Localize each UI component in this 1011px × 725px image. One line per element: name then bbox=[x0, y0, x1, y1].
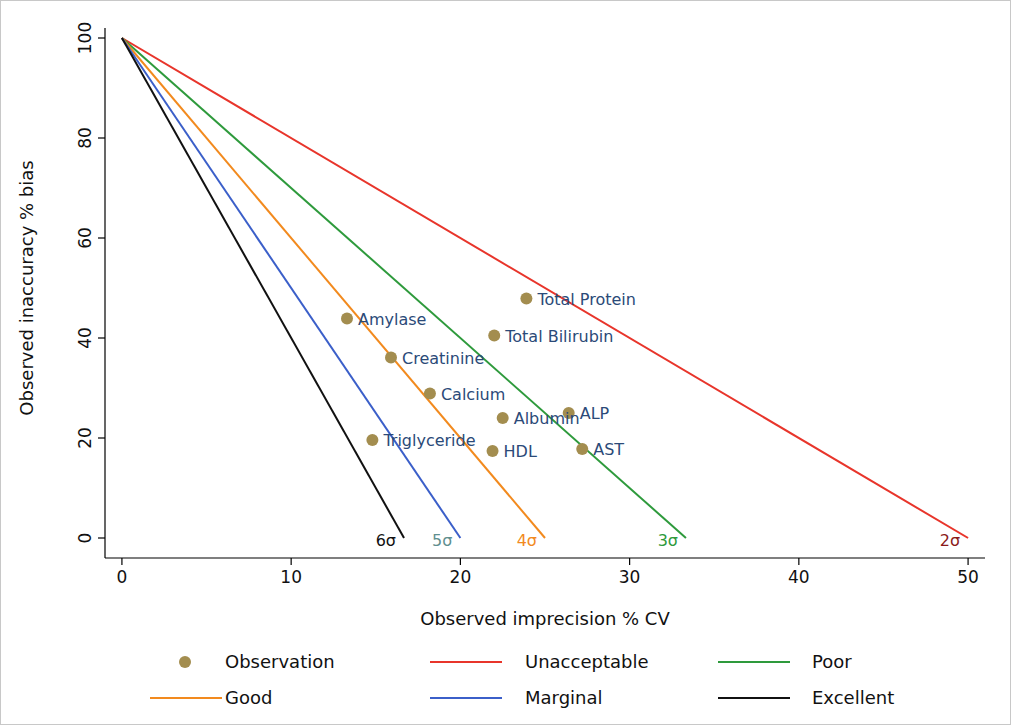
point-label: HDL bbox=[504, 442, 537, 461]
y-axis bbox=[104, 28, 105, 558]
sigma-line bbox=[122, 38, 968, 538]
x-tick-label: 0 bbox=[117, 567, 128, 587]
observation-point bbox=[576, 443, 588, 455]
y-tick-label: 20 bbox=[75, 427, 95, 449]
sigma-label: 5σ bbox=[432, 531, 452, 550]
x-axis-title: Observed imprecision % CV bbox=[420, 608, 670, 629]
sigma-label: 3σ bbox=[658, 531, 678, 550]
observation-point bbox=[488, 330, 500, 342]
sigma-line bbox=[122, 38, 686, 538]
legend-label: Marginal bbox=[525, 687, 603, 708]
legend-line bbox=[150, 697, 222, 699]
observation-point bbox=[385, 352, 397, 364]
y-tick bbox=[98, 237, 105, 238]
sigma-label: 6σ bbox=[376, 531, 396, 550]
legend-line bbox=[718, 697, 790, 699]
y-tick bbox=[98, 437, 105, 438]
observation-point bbox=[424, 388, 436, 400]
legend-label: Good bbox=[225, 687, 272, 708]
sigma-label: 4σ bbox=[517, 531, 537, 550]
y-tick-label: 60 bbox=[75, 227, 95, 249]
point-label: Albumin bbox=[514, 409, 580, 428]
y-tick-label: 80 bbox=[75, 127, 95, 149]
x-tick-label: 10 bbox=[280, 567, 302, 587]
y-axis-title: Observed inaccuracy % bias bbox=[16, 160, 37, 415]
observation-point bbox=[366, 434, 378, 446]
legend: Observation Unacceptable Poor Good Marginal E… bbox=[150, 651, 894, 708]
x-tick bbox=[629, 558, 630, 565]
x-tick bbox=[460, 558, 461, 565]
y-tick bbox=[98, 337, 105, 338]
point-label: Triglyceride bbox=[382, 431, 475, 450]
x-tick-label: 20 bbox=[450, 567, 472, 587]
x-tick bbox=[798, 558, 799, 565]
legend-line bbox=[430, 661, 502, 663]
x-tick-label: 30 bbox=[619, 567, 641, 587]
observation-point bbox=[520, 293, 532, 305]
y-tick bbox=[98, 537, 105, 538]
y-tick bbox=[98, 37, 105, 38]
point-label: AST bbox=[593, 440, 624, 459]
observation-point bbox=[341, 313, 353, 325]
y-tick-label: 100 bbox=[75, 22, 95, 54]
point-label: ALP bbox=[580, 404, 610, 423]
y-tick-label: 0 bbox=[75, 533, 95, 544]
x-tick bbox=[967, 558, 968, 565]
sigma-line bbox=[122, 38, 404, 538]
x-tick-label: 40 bbox=[788, 567, 810, 587]
sigma-label: 2σ bbox=[940, 531, 960, 550]
point-label: Creatinine bbox=[402, 349, 484, 368]
legend-line bbox=[430, 697, 502, 699]
legend-label: Observation bbox=[225, 651, 335, 672]
observation-point bbox=[497, 412, 509, 424]
x-tick-label: 50 bbox=[957, 567, 979, 587]
sigma-line bbox=[122, 38, 460, 538]
legend-label: Poor bbox=[812, 651, 852, 672]
x-tick bbox=[291, 558, 292, 565]
observation-point bbox=[487, 445, 499, 457]
legend-marker bbox=[179, 656, 191, 668]
figure-border bbox=[1, 1, 1011, 725]
x-tick bbox=[121, 558, 122, 565]
point-label: Total Protein bbox=[536, 290, 636, 309]
sigma-line bbox=[122, 38, 545, 538]
y-tick bbox=[98, 137, 105, 138]
legend-label: Unacceptable bbox=[525, 651, 649, 672]
y-tick-label: 40 bbox=[75, 327, 95, 349]
plot-labels: 2σ 3σ 4σ 5σ 6σ Amylase Creatinine Calcium Trigly… bbox=[358, 290, 960, 551]
legend-label: Excellent bbox=[812, 687, 894, 708]
point-label: Amylase bbox=[358, 310, 426, 329]
x-axis bbox=[105, 557, 985, 558]
point-label: Total Bilirubin bbox=[504, 327, 613, 346]
plot-marks bbox=[122, 38, 968, 538]
point-label: Calcium bbox=[441, 385, 505, 404]
legend-line bbox=[718, 661, 790, 663]
